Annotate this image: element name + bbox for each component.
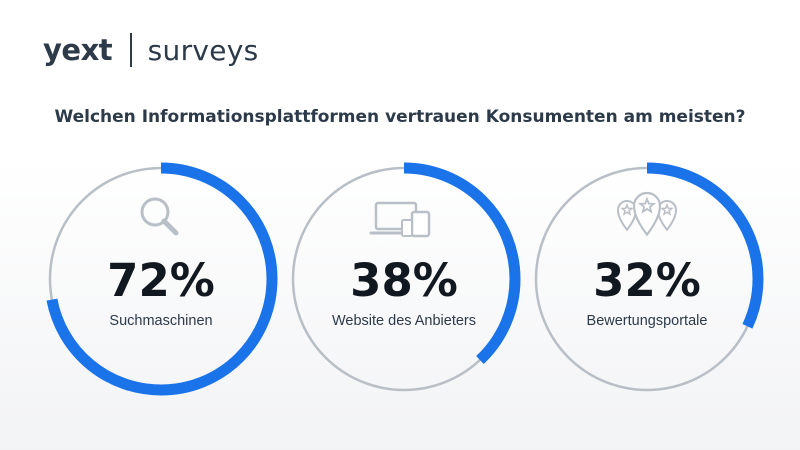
- category-label: Suchmaschinen: [109, 313, 212, 329]
- category-label: Website des Anbieters: [332, 313, 476, 329]
- donut-1: 72% Suchmaschinen: [50, 168, 272, 390]
- value-label: 72%: [107, 254, 215, 307]
- devices-icon: [371, 203, 429, 236]
- donut-2: 38% Website des Anbieters: [293, 168, 515, 390]
- magnifier-icon: [142, 199, 176, 233]
- category-label: Bewertungsportale: [587, 313, 708, 329]
- value-label: 38%: [350, 254, 458, 307]
- value-label: 32%: [593, 254, 701, 307]
- donut-3: 32% Bewertungsportale: [536, 168, 758, 390]
- rating-pins-icon: [618, 193, 676, 235]
